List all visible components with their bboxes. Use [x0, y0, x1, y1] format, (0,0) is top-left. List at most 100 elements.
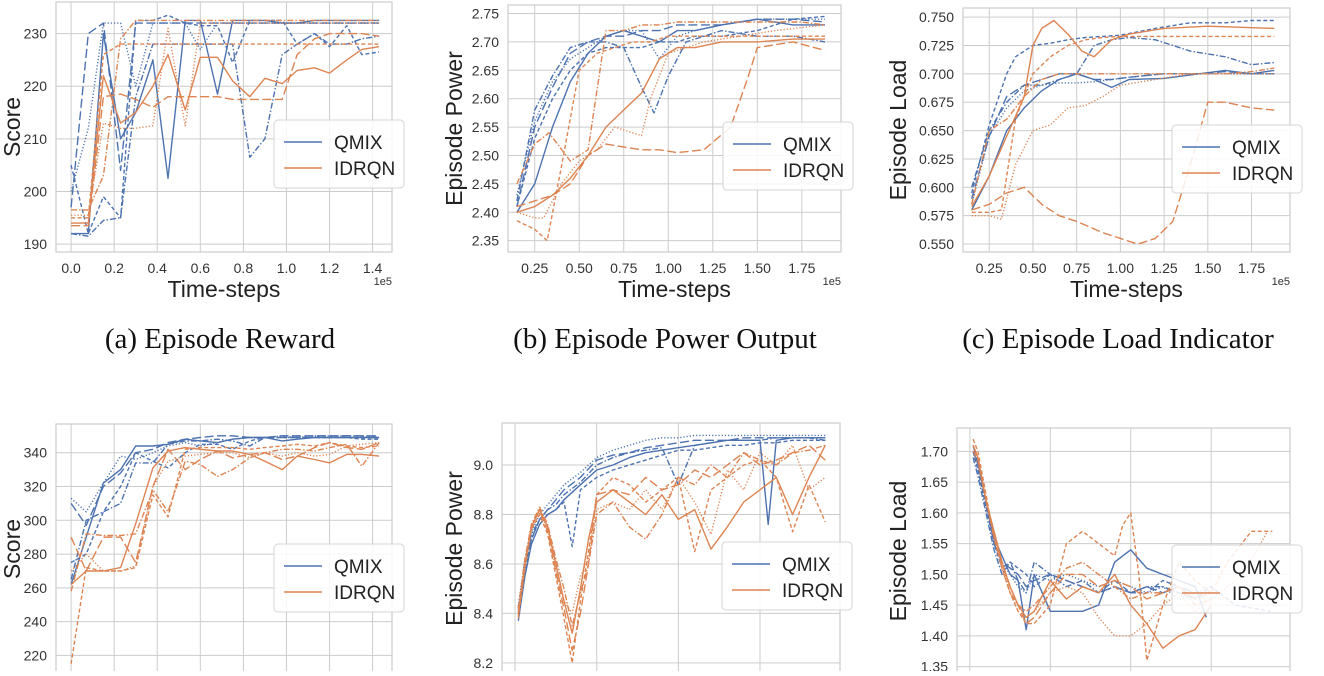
y-tick-label: 220 — [24, 647, 48, 663]
y-tick-label: 260 — [24, 580, 48, 596]
y-tick-label: 1.70 — [921, 443, 948, 459]
y-tick-label: 1.60 — [921, 505, 948, 521]
series-line-qmix-dash — [516, 15, 826, 207]
chart-svg: 0.25 0.50 0.75 1.00 1.25 1.50 1.75 2.35 2.40 2.45… — [441, 4, 854, 302]
series-line-qmix-dashdot — [70, 436, 380, 580]
series-line-idrqn-longdash — [70, 441, 380, 572]
series-line-idrqn-solid — [516, 38, 825, 213]
series-line-idrqn-dot — [517, 444, 826, 615]
series-group — [971, 19, 1275, 245]
x-tick-label: 0.4 — [147, 260, 167, 276]
series-group — [517, 434, 826, 664]
x-tick-label: 1.75 — [1238, 260, 1265, 276]
x-tick-label: 1.00 — [1107, 260, 1134, 276]
legend-label-idrqn: IDRQN — [783, 161, 844, 182]
chart-svg: 0.0 0.2 0.4 0.6 0.8 1.0 1.2 1.4 190 200 210 220 230 T… — [0, 1, 405, 302]
chart-episode-load-top: 0.25 0.50 0.75 1.00 1.25 1.50 1.75 0.550 0.575 0.… — [884, 0, 1324, 310]
y-tick-label: 0.575 — [919, 208, 954, 224]
series-line-idrqn-dashdot — [517, 444, 826, 627]
legend-label-qmix: QMIX — [1232, 558, 1281, 579]
series-line-idrqn-solid — [971, 19, 1275, 207]
series-line-qmix-dot — [517, 434, 826, 607]
legend-label-idrqn: IDRQN — [1232, 584, 1293, 605]
series-line-idrqn-solid — [71, 46, 380, 224]
series-line-qmix-dot — [971, 73, 1275, 205]
x-offset-label: 1e5 — [374, 276, 392, 288]
series-line-qmix-solid — [517, 437, 826, 621]
chart-svg: 0.00.51.01.51.351.401.451.501.551.601.65… — [885, 427, 1303, 675]
y-axis-label: Score — [0, 519, 25, 579]
series-line-qmix-dashdot — [971, 36, 1275, 188]
x-tick-label: 0.25 — [976, 260, 1003, 276]
chart-episode-reward-top: 0.0 0.2 0.4 0.6 0.8 1.0 1.2 1.4 190 200 210 220 230 T… — [0, 0, 440, 310]
series-line-idrqn-dot — [971, 73, 1275, 220]
series-line-idrqn-solid — [517, 444, 826, 634]
caption-episode-reward: (a) Episode Reward — [104, 323, 336, 355]
legend-box — [273, 543, 405, 613]
y-tick-label: 0.650 — [919, 123, 954, 139]
y-tick-label: 8.4 — [474, 605, 494, 621]
legend-box — [1171, 544, 1303, 614]
series-line-qmix-dash — [517, 439, 826, 614]
y-tick-label: 1.55 — [921, 536, 948, 552]
series-line-qmix-longdash — [516, 18, 826, 207]
x-tick-label: 1.0 — [277, 260, 297, 276]
y-tick-label: 1.45 — [921, 597, 948, 613]
series-line-qmix-longdash — [517, 437, 826, 612]
y-tick-label: 220 — [24, 78, 48, 94]
y-tick-label: 9.0 — [474, 457, 494, 473]
y-axis-label: Episode Load — [885, 481, 911, 622]
x-offset-label: 1e5 — [1272, 276, 1290, 288]
legend-box — [721, 541, 853, 611]
x-tick-label: 1.4 — [363, 260, 383, 276]
y-tick-label: 0.750 — [919, 9, 954, 25]
y-tick-label: 0.550 — [919, 236, 954, 252]
chart-episode-power-top: 0.25 0.50 0.75 1.00 1.25 1.50 1.75 2.35 2.40 2.45… — [440, 0, 884, 310]
legend: QMIX IDRQN — [273, 543, 405, 613]
caption-episode-load-indicator: (c) Episode Load Indicator — [962, 323, 1274, 355]
legend-label-idrqn: IDRQN — [1232, 164, 1293, 185]
legend: QMIX IDRQN — [273, 119, 405, 189]
x-tick-label: 0.2 — [104, 260, 124, 276]
y-tick-label: 2.35 — [472, 233, 499, 249]
x-axis-label: Time-steps — [1070, 276, 1183, 302]
y-tick-label: 240 — [24, 614, 48, 630]
x-offset-label: 1e5 — [823, 276, 841, 288]
y-tick-label: 2.40 — [472, 204, 499, 220]
y-tick-label: 2.70 — [472, 34, 499, 50]
x-tick-label: 0.50 — [1019, 260, 1046, 276]
series-line-idrqn-dashdot — [972, 450, 1212, 613]
y-tick-label: 1.65 — [921, 474, 948, 490]
y-tick-label: 8.2 — [474, 655, 494, 671]
x-tick-label: 1.75 — [788, 260, 815, 276]
series-group — [70, 14, 380, 237]
x-axis-label: Time-steps — [168, 276, 281, 302]
legend: QMIX IDRQN — [1171, 124, 1303, 194]
series-line-idrqn-dashdot — [971, 67, 1275, 205]
y-axis-label: Score — [0, 97, 25, 157]
series-group — [972, 438, 1273, 662]
series-line-qmix-dashdot — [516, 29, 826, 202]
y-tick-label: 2.45 — [472, 176, 499, 192]
series-line-idrqn-dot — [972, 451, 1269, 637]
series-line-qmix-dashdot — [972, 457, 1212, 600]
x-tick-label: 0.0 — [61, 260, 81, 276]
series-line-qmix-dash — [70, 436, 380, 564]
series-line-qmix-dash — [971, 19, 1275, 194]
y-axis-label: Episode Power — [441, 471, 467, 626]
chart-svg: 0.25 0.50 0.75 1.00 1.25 1.50 1.75 0.550 0.575 0.… — [885, 7, 1303, 302]
series-line-idrqn-dash — [70, 441, 380, 665]
caption-episode-power-output: (b) Episode Power Output — [513, 323, 817, 355]
y-tick-label: 8.6 — [474, 556, 494, 572]
y-tick-label: 2.75 — [472, 6, 499, 22]
legend: QMIX IDRQN — [721, 541, 853, 611]
chart-episode-reward-bottom: 0.00.20.40.60.81.01.21.42202402602803003… — [0, 361, 440, 675]
legend-label-qmix: QMIX — [1232, 138, 1281, 159]
series-line-idrqn-dashdot — [71, 19, 380, 211]
x-tick-label: 0.75 — [610, 260, 637, 276]
legend-label-idrqn: IDRQN — [782, 581, 843, 602]
series-line-qmix-dash — [70, 14, 380, 235]
series-group — [70, 435, 380, 665]
y-tick-label: 320 — [24, 479, 48, 495]
series-line-idrqn-dot — [71, 22, 380, 216]
